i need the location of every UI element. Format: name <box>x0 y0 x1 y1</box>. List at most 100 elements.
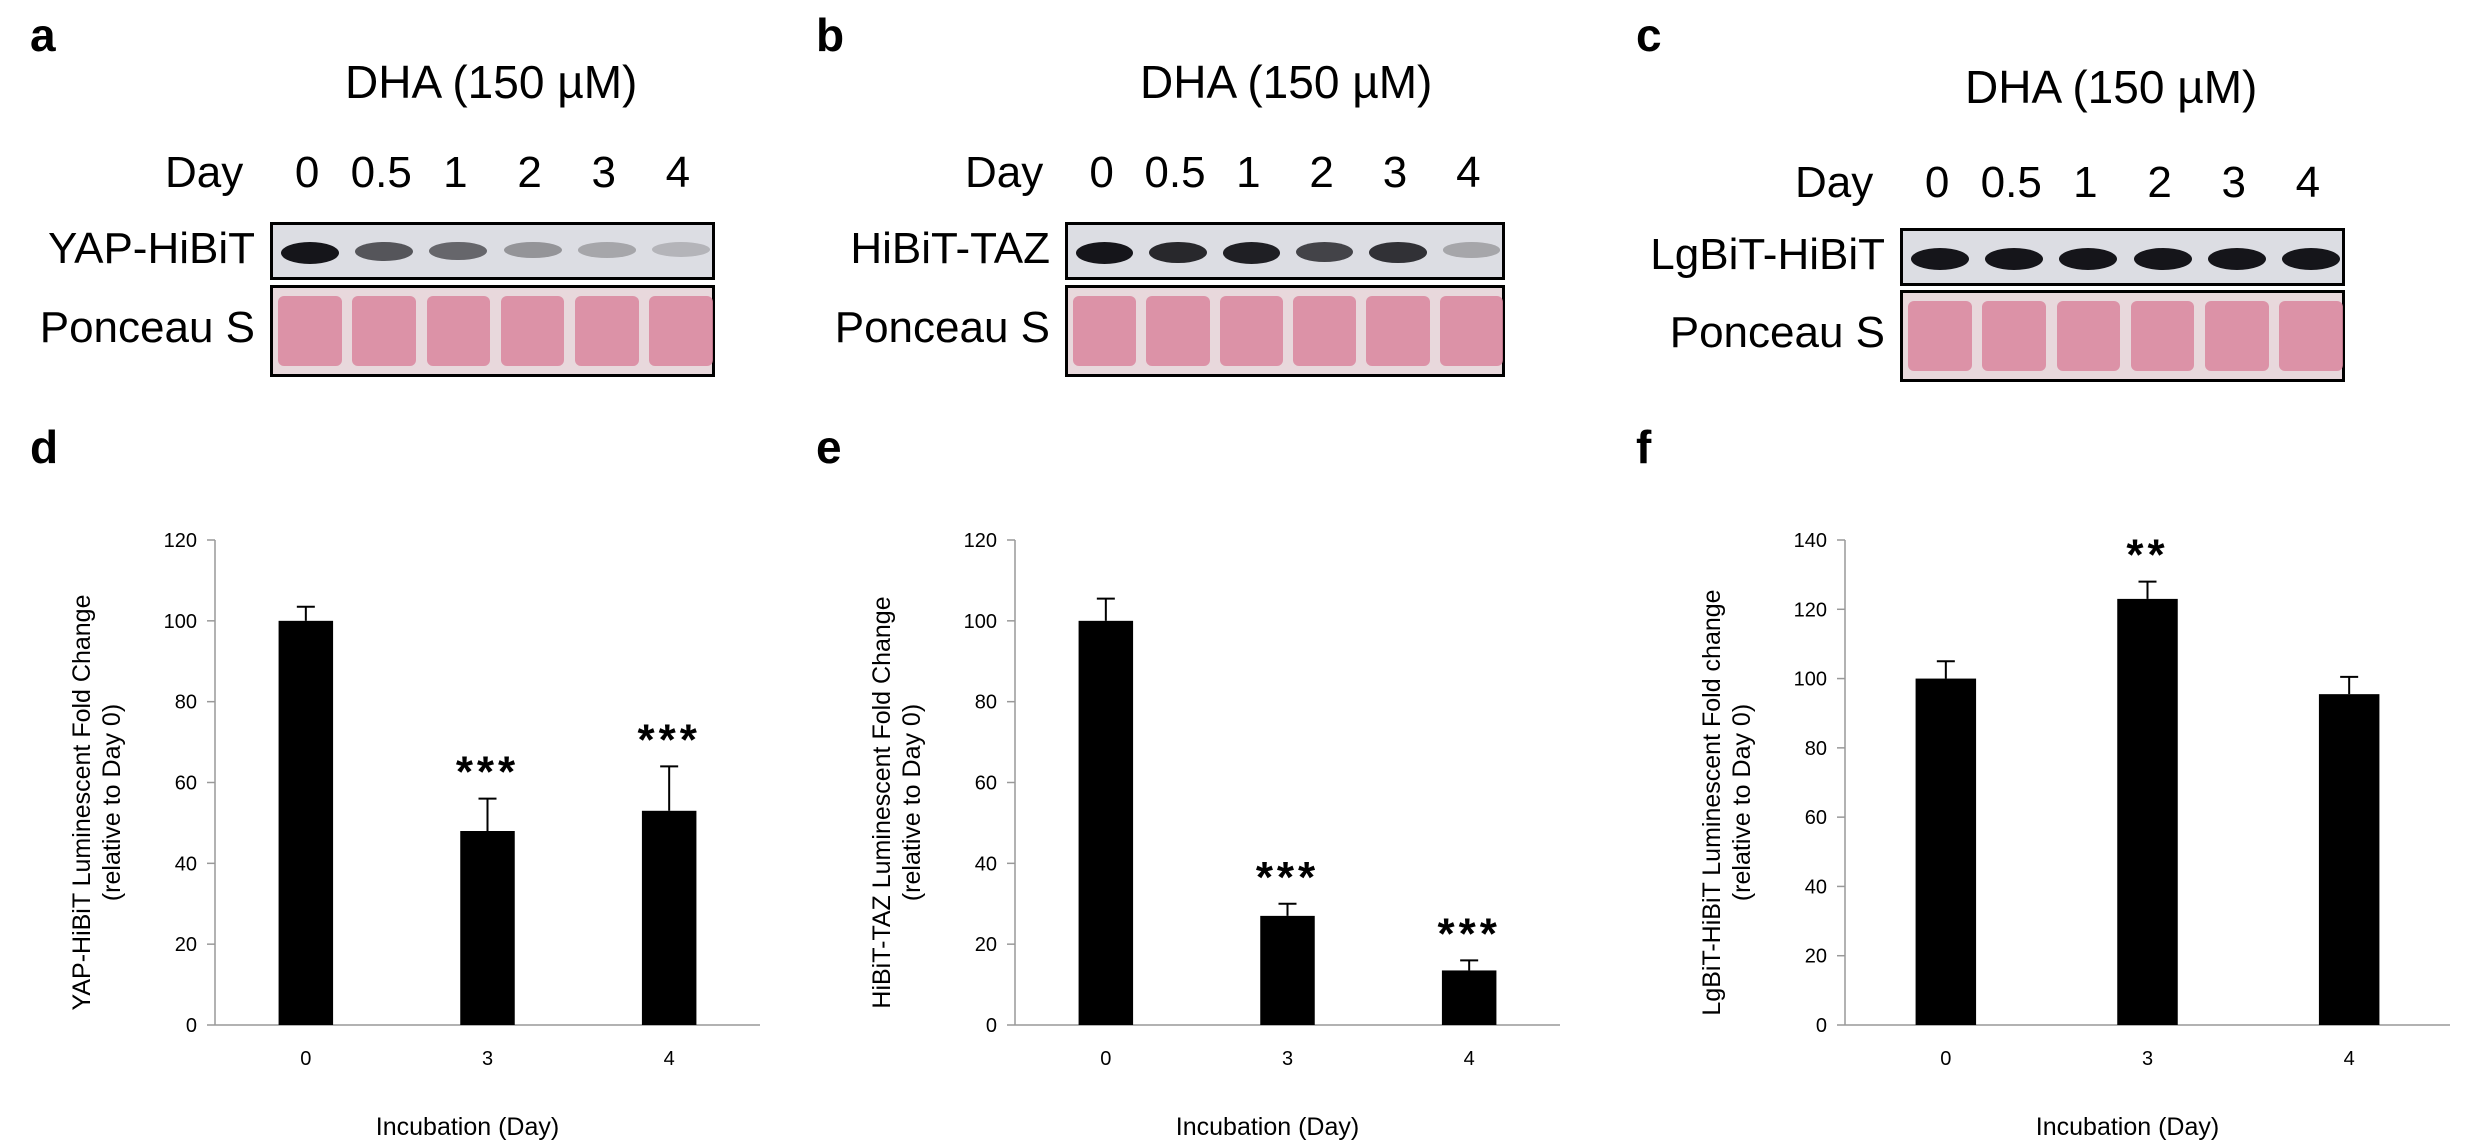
protein-band <box>1985 248 2044 270</box>
x-tick-label: 0 <box>1100 1048 1111 1070</box>
y-axis-title: YAP-HiBiT Luminescent Fold Change <box>68 595 96 1011</box>
protein-band <box>1149 242 1207 264</box>
x-tick-label: 3 <box>2142 1048 2153 1070</box>
lane-label: 0.5 <box>1980 158 2042 207</box>
y-tick-label: 80 <box>975 692 997 714</box>
y-tick-label: 140 <box>1794 530 1827 552</box>
ponceau-lane-stain <box>2204 301 2269 371</box>
y-tick-label: 80 <box>175 692 197 714</box>
panel-letter-c: c <box>1636 9 1662 61</box>
blot-row-label: HiBiT-TAZ <box>850 224 1050 273</box>
ponceau-lane-stain <box>574 296 639 366</box>
y-tick-label: 60 <box>175 773 197 795</box>
bar-chart-f: 0 20 40 60 80 100 120 140 0 ** 3 4 Incubation (Day) L… <box>1698 530 2450 1141</box>
ponceau-lane-stain <box>1219 296 1283 366</box>
y-axis-title: LgBiT-HiBiT Luminescent Fold change <box>1698 589 1726 1015</box>
bar <box>641 810 697 1025</box>
y-tick-label: 100 <box>964 611 997 633</box>
protein-band <box>1076 242 1134 264</box>
y-tick-label: 80 <box>1805 738 1827 760</box>
protein-band <box>2059 248 2118 270</box>
blot-membrane <box>1065 222 1505 280</box>
y-tick-label: 120 <box>164 530 197 552</box>
ponceau-lane-stain <box>1293 296 1357 366</box>
y-tick-label: 100 <box>164 611 197 633</box>
ponceau-lane-stain <box>649 296 713 366</box>
x-tick-label: 3 <box>1282 1048 1293 1070</box>
y-axis-subtitle: (relative to Day 0) <box>898 704 926 901</box>
panel-letter-a: a <box>30 9 56 61</box>
ponceau-lane-stain <box>1073 296 1137 366</box>
y-tick-label: 40 <box>975 853 997 875</box>
y-tick-label: 0 <box>1816 1015 1827 1037</box>
lane-label: 1 <box>1236 148 1261 197</box>
bar <box>2318 694 2380 1025</box>
x-tick-label: 4 <box>1464 1048 1475 1070</box>
x-tick-label: 4 <box>664 1048 675 1070</box>
panel-letter-f: f <box>1636 421 1652 473</box>
ponceau-lane-stain <box>278 296 342 366</box>
protein-band <box>1296 242 1354 262</box>
lane-label: 2 <box>1309 148 1334 197</box>
bar-chart-d: 0 20 40 60 80 100 120 0 *** 3 *** 4 Incubation (Day)… <box>68 530 760 1141</box>
lane-label: 1 <box>2073 158 2098 207</box>
lane-label: 0 <box>294 148 320 197</box>
protein-band <box>2281 248 2340 270</box>
blot-membrane <box>270 222 715 280</box>
lane-label: 0.5 <box>1144 148 1206 197</box>
treatment-title: DHA (150 µM) <box>345 56 638 108</box>
bar <box>460 831 515 1025</box>
ponceau-lane-stain <box>426 296 491 366</box>
lane-label: 3 <box>2221 158 2246 207</box>
ponceau-membrane <box>270 285 715 377</box>
ponceau-lane-stain <box>1146 296 1210 366</box>
protein-band <box>281 242 339 264</box>
lane-label: 2 <box>517 148 542 197</box>
y-tick-label: 20 <box>1805 946 1827 968</box>
protein-band <box>1911 248 1969 270</box>
significance-marker: *** <box>456 748 519 797</box>
panel-letter-e: e <box>816 421 842 473</box>
day-axis-label: Day <box>165 148 244 197</box>
y-tick-label: 0 <box>986 1015 997 1037</box>
protein-band <box>1369 242 1427 263</box>
y-axis-subtitle: (relative to Day 0) <box>1728 704 1756 901</box>
lane-label: 4 <box>2295 158 2321 207</box>
protein-band <box>651 242 710 257</box>
ponceau-lane-stain <box>1908 301 1972 371</box>
treatment-title: DHA (150 µM) <box>1965 61 2258 113</box>
day-axis-label: Day <box>965 148 1044 197</box>
x-axis-title: Incubation (Day) <box>376 1113 559 1141</box>
ponceau-lane-stain <box>2279 301 2343 371</box>
protein-band <box>577 242 636 258</box>
ponceau-lane-stain <box>500 296 565 366</box>
bar <box>278 620 334 1025</box>
lane-label: 2 <box>2147 158 2172 207</box>
y-axis-title: HiBiT-TAZ Luminescent Fold Change <box>868 596 896 1008</box>
x-tick-label: 0 <box>1940 1048 1951 1070</box>
lane-label: 3 <box>591 148 616 197</box>
ponceau-lane-stain <box>1982 301 2047 371</box>
panel-letter-b: b <box>816 9 845 61</box>
y-tick-label: 60 <box>975 773 997 795</box>
x-axis-title: Incubation (Day) <box>1176 1113 1359 1141</box>
protein-band <box>1222 242 1280 264</box>
bar <box>1915 678 1977 1025</box>
x-tick-label: 4 <box>2344 1048 2355 1070</box>
lane-label: 3 <box>1382 148 1408 197</box>
y-tick-label: 100 <box>1794 669 1827 691</box>
y-axis-subtitle: (relative to Day 0) <box>98 704 126 901</box>
y-tick-label: 20 <box>175 934 197 956</box>
y-tick-label: 120 <box>964 530 997 552</box>
significance-marker: *** <box>1256 853 1319 902</box>
lane-label: 0.5 <box>350 148 412 197</box>
protein-band <box>355 242 414 262</box>
ponceau-membrane <box>1900 290 2345 382</box>
lane-label: 0 <box>1924 158 1950 207</box>
protein-band <box>429 242 488 261</box>
x-axis-title: Incubation (Day) <box>2036 1113 2219 1141</box>
protein-band <box>2133 248 2192 270</box>
y-tick-label: 120 <box>1794 599 1827 621</box>
blot-membrane <box>1900 228 2345 286</box>
ponceau-row-label: Ponceau S <box>834 303 1050 352</box>
